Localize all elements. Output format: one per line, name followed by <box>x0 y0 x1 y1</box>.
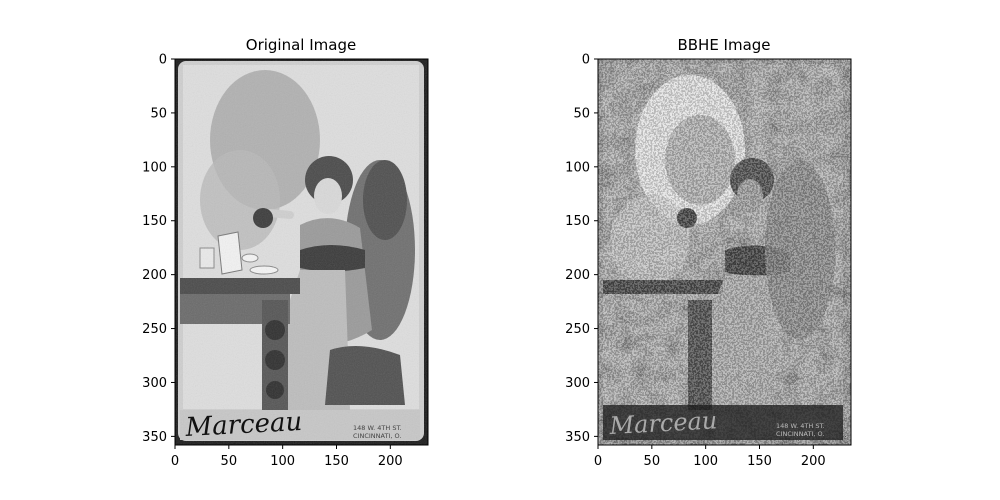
bbhe-imprint-line2: CINCINNATI, O. <box>776 430 824 438</box>
bbhe-imprint-line1: 148 W. 4TH ST. <box>776 422 825 430</box>
left-y-tick-label: 150 <box>142 214 167 229</box>
right-y-tick-label: 50 <box>573 106 590 121</box>
left-y-tick-label: 250 <box>142 322 167 337</box>
right-y-tick-label: 300 <box>565 376 590 391</box>
left-y-tick-label: 50 <box>150 106 167 121</box>
right-y-tick-label: 0 <box>582 53 590 68</box>
right-y-tick-label: 250 <box>565 322 590 337</box>
bbhe-signature: Marceau <box>608 406 718 440</box>
right-x-tick-label: 0 <box>594 454 602 469</box>
original-signature: Marceau <box>184 407 303 443</box>
left-x-tick-label: 150 <box>324 454 349 469</box>
right-x-tick-label: 150 <box>747 454 772 469</box>
bbhe-image <box>598 59 851 445</box>
left-axis-ticks: 0 50 100 150 200 0 50 100 150 200 250 300 350 <box>142 53 403 470</box>
left-axes-frame <box>174 58 429 446</box>
right-panel-title: BBHE Image <box>677 36 771 54</box>
right-y-tick-label: 100 <box>565 160 590 175</box>
original-imprint-line1: 148 W. 4TH ST. <box>353 424 402 432</box>
original-image <box>175 59 428 445</box>
right-axes-frame <box>597 58 852 446</box>
right-y-tick-label: 350 <box>565 430 590 445</box>
left-x-tick-label: 0 <box>171 454 179 469</box>
right-y-tick-label: 150 <box>565 214 590 229</box>
right-axis-ticks: 0 50 100 150 200 0 50 100 150 200 250 300 350 <box>565 53 826 470</box>
left-panel-title: Original Image <box>245 36 357 54</box>
left-y-tick-label: 350 <box>142 430 167 445</box>
original-imprint-line2: CINCINNATI, O. <box>353 432 401 440</box>
left-y-tick-label: 100 <box>142 160 167 175</box>
left-x-tick-label: 100 <box>270 454 295 469</box>
left-y-tick-label: 200 <box>142 268 167 283</box>
left-x-tick-label: 200 <box>378 454 403 469</box>
right-x-tick-label: 100 <box>693 454 718 469</box>
left-x-tick-label: 50 <box>221 454 238 469</box>
right-x-tick-label: 200 <box>801 454 826 469</box>
right-y-tick-label: 200 <box>565 268 590 283</box>
left-y-tick-label: 0 <box>159 53 167 68</box>
left-y-tick-label: 300 <box>142 376 167 391</box>
right-x-tick-label: 50 <box>644 454 661 469</box>
